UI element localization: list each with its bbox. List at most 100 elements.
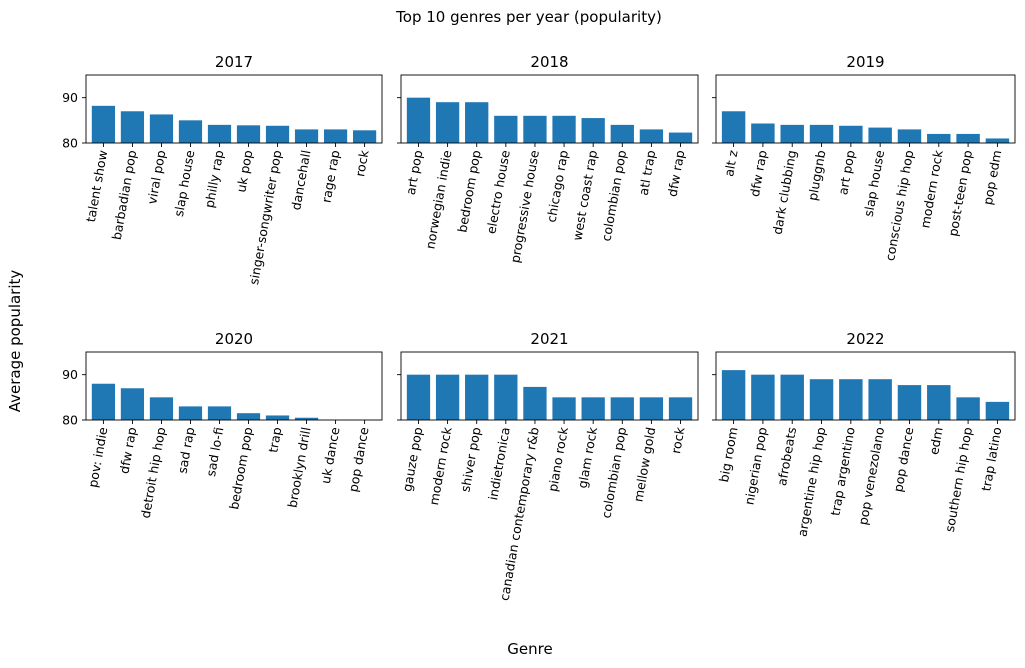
bar <box>265 415 290 420</box>
category-label: colombian pop <box>598 426 629 520</box>
category-label: bedroom pop <box>454 149 483 234</box>
category-label: slap house <box>861 149 888 218</box>
bar <box>265 125 290 143</box>
bar <box>178 120 203 143</box>
bar <box>207 124 232 143</box>
subplot-2022: 2022 big room nigerian pop afrobeatsargenti… <box>712 330 1016 538</box>
category-label: colombian pop <box>598 149 629 243</box>
bar <box>465 102 489 143</box>
bar <box>780 124 804 143</box>
subplot-2021: 2021 gauze pop modern rock shiver pop indiet… <box>397 330 699 602</box>
axes-frame <box>715 351 1016 421</box>
bar <box>178 406 203 420</box>
category-label: barbadian pop <box>109 149 140 241</box>
category-label: modern rock <box>426 425 455 506</box>
category-label: conscious hip hop <box>882 149 916 262</box>
bar <box>897 129 922 143</box>
category-label: southern hip hop <box>942 426 975 533</box>
category-label: pluggnb <box>805 149 829 202</box>
bar <box>552 397 576 420</box>
category-label: indietronica <box>485 426 513 501</box>
category-label: uk pop <box>233 149 255 194</box>
category-label: post-teen pop <box>945 149 975 238</box>
y-tick-label: 80 <box>62 136 78 151</box>
axes-frame <box>400 74 699 144</box>
category-label: pov: indie <box>85 426 110 489</box>
bar <box>809 379 834 420</box>
bar <box>523 386 547 420</box>
bar <box>956 397 980 420</box>
bar <box>581 397 605 420</box>
bar <box>721 111 746 143</box>
subplot-title: 2020 <box>215 330 253 348</box>
category-label: pop dance <box>890 426 916 493</box>
bar <box>751 123 775 143</box>
category-label: pop edm <box>980 149 1004 206</box>
category-label: shiver pop <box>457 426 483 493</box>
category-label: art pop <box>403 149 426 196</box>
category-label: chicago rap <box>544 149 571 224</box>
bar <box>839 125 863 143</box>
category-label: rage rap <box>319 149 343 204</box>
category-label: atl trap <box>636 149 659 197</box>
bar <box>868 379 892 420</box>
subplot-title: 2022 <box>846 330 884 348</box>
category-label: norwegian indie <box>422 149 454 250</box>
bar <box>985 401 1010 420</box>
bar <box>552 115 576 143</box>
axes-frame <box>85 74 383 144</box>
category-label: argentine hip hop <box>794 426 828 538</box>
category-label: trap <box>265 426 284 454</box>
bar <box>294 417 319 420</box>
category-label: pop dance <box>345 426 371 493</box>
bar <box>236 413 261 420</box>
bar <box>120 388 145 420</box>
subplot-title: 2017 <box>215 53 253 71</box>
bar <box>610 397 634 420</box>
bar <box>897 385 922 420</box>
subplot-title: 2018 <box>530 53 568 71</box>
bar <box>494 115 518 143</box>
category-label: trap latino <box>978 426 1004 492</box>
bar <box>956 133 980 143</box>
bar <box>839 379 863 420</box>
category-label: gauze pop <box>399 426 425 493</box>
bar <box>149 114 174 143</box>
bar <box>494 374 518 420</box>
category-label: trap argentino <box>827 426 857 517</box>
bar <box>639 129 664 143</box>
bar <box>120 111 145 143</box>
category-label: sad lo-fi <box>203 426 226 478</box>
bar <box>868 127 892 143</box>
y-tick-label: 90 <box>62 90 78 105</box>
bar <box>406 97 431 143</box>
bar <box>809 124 834 143</box>
bar <box>581 118 605 143</box>
bar <box>352 130 377 143</box>
category-label: edm <box>926 426 946 456</box>
y-tick-label: 80 <box>62 413 78 428</box>
y-tick-label: 90 <box>62 367 78 382</box>
bar <box>668 397 693 420</box>
category-label: viral pop <box>144 149 168 205</box>
figure-suptitle: Top 10 genres per year (popularity) <box>395 8 662 26</box>
category-label: dark clubbing <box>770 149 800 236</box>
bar <box>927 385 951 420</box>
axes-frame <box>85 351 383 421</box>
bar <box>323 129 348 143</box>
bar <box>435 374 460 420</box>
bar <box>465 374 489 420</box>
bar <box>610 124 634 143</box>
category-label: progressive house <box>507 149 542 264</box>
bar <box>721 370 746 420</box>
bar <box>207 406 232 420</box>
category-label: big room <box>716 426 740 483</box>
category-label: mellow gold <box>630 426 658 503</box>
subplot-title: 2019 <box>846 53 884 71</box>
bar <box>639 397 664 420</box>
